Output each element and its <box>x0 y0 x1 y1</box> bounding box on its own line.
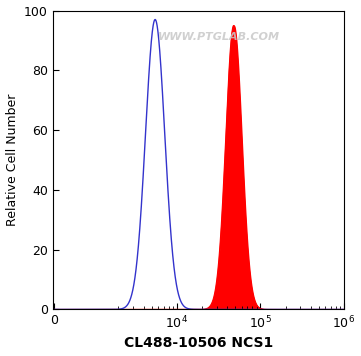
X-axis label: CL488-10506 NCS1: CL488-10506 NCS1 <box>124 336 273 350</box>
Y-axis label: Relative Cell Number: Relative Cell Number <box>5 94 18 226</box>
Text: WWW.PTGLAB.COM: WWW.PTGLAB.COM <box>158 32 280 42</box>
